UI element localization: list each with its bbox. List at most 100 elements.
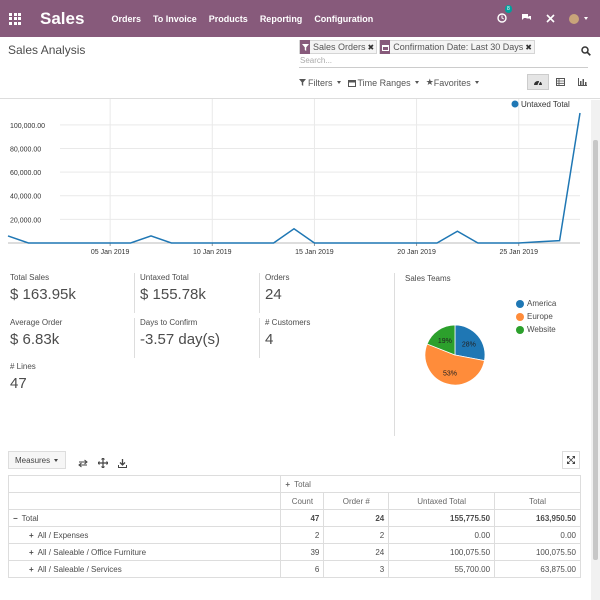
legend-swatch [511,100,519,108]
menu-to-invoice[interactable]: To Invoice [152,13,197,24]
pie-slice-label: 28% [462,342,476,349]
cell: 3 [323,560,390,578]
time-ranges-label: Time Ranges [357,77,411,88]
menu-orders[interactable]: Orders [111,13,141,24]
dashboard-view-button[interactable] [527,74,549,90]
chat-icon [522,13,531,20]
menu-configuration[interactable]: Configuration [314,13,374,24]
menu-reporting[interactable]: Reporting [259,13,303,24]
remove-facet-icon[interactable]: ✖ [367,42,375,52]
search-input[interactable]: Search... [299,56,588,68]
debug-button[interactable] [546,10,555,28]
kpi-untaxed-total[interactable]: Untaxed Total $ 155.78k [134,273,206,313]
x-tick-label: 10 Jan 2019 [193,249,232,256]
measures-label: Measures [15,455,51,465]
measure-header-untaxed-total[interactable]: Untaxed Total [388,492,496,510]
kpi-value: $ 163.95k [10,286,76,303]
pie-slice-website[interactable] [426,324,456,356]
x-tick-label: 05 Jan 2019 [91,249,130,256]
kpi-total-sales[interactable]: Total Sales $ 163.95k [10,273,76,303]
kpi-label: Orders [265,273,290,282]
cell: 100,075.50 [494,543,581,561]
kpi-days-to-confirm[interactable]: Days to Confirm -3.57 day(s) [134,318,220,358]
pie-slice-europe[interactable] [424,343,485,386]
kpi-value: 24 [265,286,282,303]
user-menu-caret-icon[interactable] [584,17,588,20]
measure-header-order-count[interactable]: Order # [323,492,390,510]
user-avatar[interactable] [569,13,579,24]
cell: 24 [323,509,390,527]
remove-facet-icon[interactable]: ✖ [525,42,532,52]
pivot-view-button[interactable] [549,74,571,90]
cell: 24 [323,543,390,561]
pie-slice-label: 19% [438,338,452,345]
facet-label: Confirmation Date: Last 30 Days [393,42,524,52]
row-header[interactable]: + All / Expenses [7,526,282,544]
messaging-button[interactable] [521,10,532,28]
sales-teams-title: Sales Teams [405,274,451,283]
measures-dropdown[interactable]: Measures [8,451,66,469]
favorites-dropdown[interactable]: ★ Favorites [426,77,479,88]
row-header[interactable]: + All / Saleable / Services [7,560,282,578]
kpi-value: 4 [265,331,274,348]
pivot-corner [7,492,282,510]
control-panel: Sales Analysis Sales Orders ✖ Confirmati… [0,37,600,99]
scrollbar-thumb[interactable] [593,140,598,560]
search-icon[interactable] [581,43,591,61]
main-menu: Orders To Invoice Products Reporting Con… [111,14,385,24]
row-header[interactable]: + All / Saleable / Office Furniture [7,543,282,561]
cell: 47 [280,509,325,527]
kpi-value: $ 155.78k [140,286,206,303]
table-row: + All / Expenses 2 2 0.00 0.00 [7,526,581,544]
pivot-table: + Total Count Order # Untaxed Total Total… [7,475,581,578]
activity-button[interactable]: 8 [497,4,512,28]
sales-teams-pie-chart: 28% 53% 19% [424,324,486,386]
cell: 39 [280,543,325,561]
pivot-col-header-total[interactable]: + Total [280,475,581,493]
kpi-label: # Customers [265,318,311,327]
view-switcher [527,74,593,90]
calendar-icon [347,79,356,87]
table-row: − Total 47 24 155,775.50 163,950.50 [7,509,581,527]
download-icon[interactable] [118,455,127,473]
menu-products[interactable]: Products [208,13,248,24]
pie-slice-america[interactable] [454,324,486,362]
x-tick-label: 20 Jan 2019 [397,249,436,256]
calendar-icon [380,40,391,54]
expand-all-icon[interactable] [97,455,109,473]
time-ranges-dropdown[interactable]: Time Ranges [347,77,419,88]
kpi-value: $ 6.83k [10,331,60,348]
table-icon [555,78,565,86]
untaxed-total-line-chart: 100,000.00 80,000.00 60,000.00 40,000.00 20,… [7,99,581,256]
kpi-orders[interactable]: Orders 24 [259,273,289,313]
legend-item-website: Website [516,323,556,336]
facet-label: Sales Orders [313,42,366,52]
fullscreen-button[interactable] [562,451,580,469]
cell: 6 [280,560,325,578]
flip-axis-icon[interactable] [78,455,88,473]
facet-confirmation-date[interactable]: Confirmation Date: Last 30 Days ✖ [379,40,535,54]
graph-view-button[interactable] [571,74,593,90]
row-header-total[interactable]: − Total [7,509,282,527]
filters-dropdown[interactable]: Filters [299,77,341,88]
kpi-label: Average Order [10,318,63,327]
kpi-value: 47 [10,375,27,392]
cell: 100,075.50 [388,543,496,561]
kpi-label: Untaxed Total [140,273,189,282]
x-tick-label: 25 Jan 2019 [499,249,538,256]
measure-header-total[interactable]: Total [494,492,581,510]
apps-menu-icon[interactable] [9,12,21,25]
kpi-label: # Lines [10,362,36,371]
wrench-icon [546,13,555,23]
kpi-average-order[interactable]: Average Order $ 6.83k [10,318,62,348]
kpi-lines[interactable]: # Lines 47 [10,362,36,392]
cell: 0.00 [494,526,581,544]
kpi-customers[interactable]: # Customers 4 [259,318,310,358]
page-title: Sales Analysis [8,43,86,57]
legend-item-america: America [516,297,556,310]
filters-label: Filters [308,77,333,88]
facet-sales-orders[interactable]: Sales Orders ✖ [299,40,378,54]
measure-header-count[interactable]: Count [280,492,325,510]
legend-item-europe: Europe [516,310,556,323]
clock-icon [497,12,507,23]
